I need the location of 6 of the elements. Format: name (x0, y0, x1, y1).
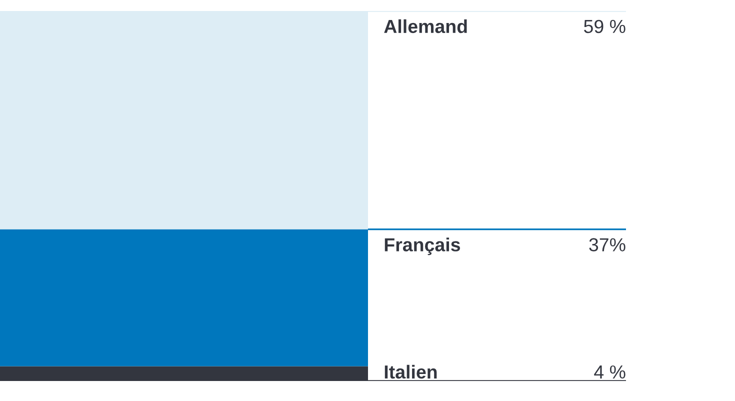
series-label: Allemand (384, 19, 467, 34)
data-label: 4 % (594, 365, 626, 379)
series-label: Français (384, 238, 460, 256)
data-label: 59 % (584, 20, 626, 34)
series-label: Italien (384, 364, 437, 379)
data-label: 37% (589, 238, 626, 252)
